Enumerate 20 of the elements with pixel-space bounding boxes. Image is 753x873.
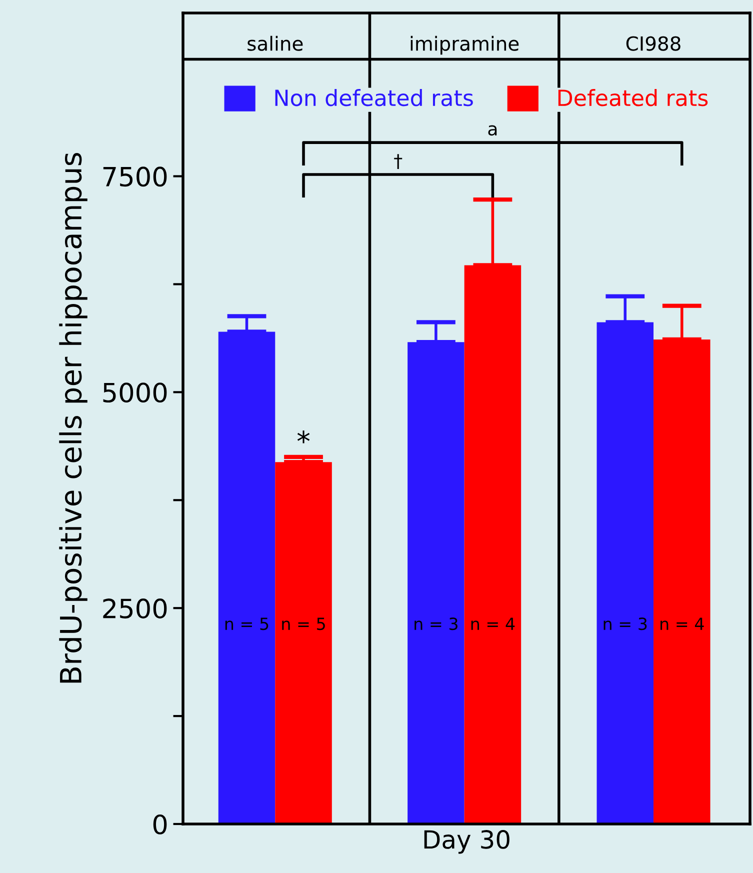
annotation: † bbox=[394, 154, 402, 170]
annotation: n = 3 bbox=[604, 618, 647, 630]
y-tick-label: 2500 bbox=[103, 598, 167, 618]
x-tick-label: CI988 bbox=[626, 36, 680, 51]
annotation: n = 4 bbox=[660, 618, 704, 630]
legend-label: Defeated rats bbox=[558, 89, 708, 106]
y-axis-title: BrdU-positive cells per hippocampus bbox=[59, 152, 88, 683]
annotation: n = 4 bbox=[471, 618, 515, 630]
x-tick-label: saline bbox=[248, 36, 303, 51]
annotation: a bbox=[488, 125, 497, 136]
y-tick-label: 7500 bbox=[103, 166, 167, 187]
legend-label: Non defeated rats bbox=[275, 89, 473, 106]
annotation: n = 5 bbox=[282, 618, 325, 630]
annotation: n = 3 bbox=[414, 618, 458, 630]
y-tick-label: 0 bbox=[153, 814, 167, 834]
annotation: n = 5 bbox=[225, 618, 268, 630]
y-tick-label: 5000 bbox=[103, 382, 167, 403]
x-tick-label: imipramine bbox=[410, 36, 519, 55]
x-axis-title: Day 30 bbox=[424, 830, 510, 854]
annotation: * bbox=[297, 430, 310, 444]
